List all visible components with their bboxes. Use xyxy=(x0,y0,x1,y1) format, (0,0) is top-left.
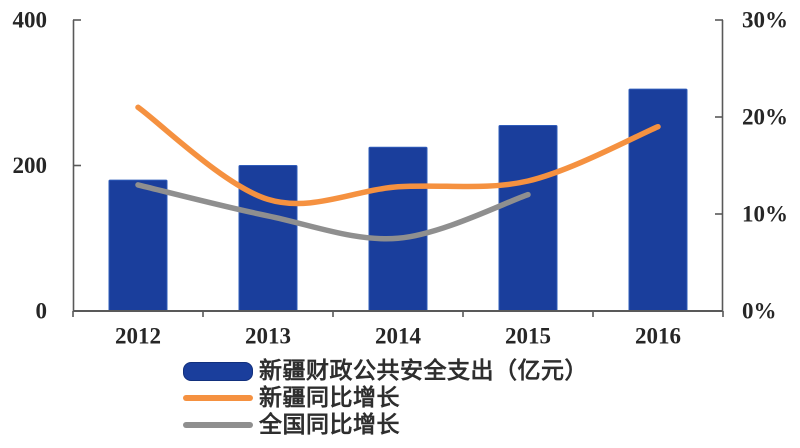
legend-label-xinjiang-growth: 新疆同比增长 xyxy=(259,385,400,410)
right-axis-tick-label: 10% xyxy=(742,202,788,227)
legend-label-bar-series: 新疆财政公共安全支出（亿元） xyxy=(259,358,588,383)
bar-2012 xyxy=(108,179,168,312)
legend-bar-swatch xyxy=(183,361,253,381)
right-axis-tick-label: 20% xyxy=(742,105,788,130)
legend-item-national-growth: 全国同比增长 xyxy=(183,412,588,438)
line-xinjiang-growth xyxy=(135,104,661,207)
bar-2014 xyxy=(368,146,428,312)
legend-line-swatch-national xyxy=(183,422,253,428)
bar-2015 xyxy=(498,125,558,312)
left-axis-tick-label: 200 xyxy=(13,153,48,178)
legend: 新疆财政公共安全支出（亿元） 新疆同比增长 全国同比增长 xyxy=(183,358,588,439)
x-axis-label-2012: 2012 xyxy=(115,324,161,349)
right-axis-tick-label: 30% xyxy=(742,8,788,33)
bar-2013 xyxy=(238,165,298,312)
right-axis-tick-label: 0% xyxy=(742,299,777,324)
x-axis-label-2013: 2013 xyxy=(245,324,291,349)
legend-label-national-growth: 全国同比增长 xyxy=(259,412,400,437)
x-axis-label-2014: 2014 xyxy=(375,324,422,349)
bar-2016 xyxy=(628,88,688,312)
line-national-growth xyxy=(135,182,531,242)
legend-item-xinjiang-growth: 新疆同比增长 xyxy=(183,385,588,411)
legend-line-swatch-xinjiang xyxy=(183,395,253,401)
legend-item-bar-series: 新疆财政公共安全支出（亿元） xyxy=(183,358,588,384)
left-axis-tick-label: 0 xyxy=(36,299,48,324)
x-axis-label-2015: 2015 xyxy=(505,324,551,349)
x-axis-label-2016: 2016 xyxy=(635,324,681,349)
left-axis-tick-label: 400 xyxy=(13,8,48,33)
